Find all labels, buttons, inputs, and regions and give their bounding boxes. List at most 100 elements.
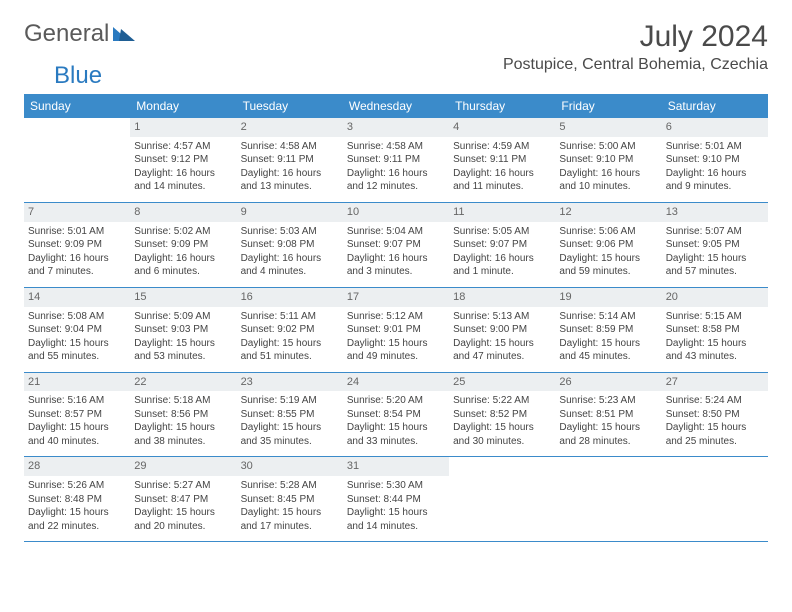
day-number: 13 xyxy=(662,203,768,222)
sunset-text: Sunset: 9:11 PM xyxy=(241,153,339,167)
daylight-text: and 38 minutes. xyxy=(134,435,232,449)
sunrise-text: Sunrise: 5:05 AM xyxy=(453,225,551,239)
daylight-text: and 40 minutes. xyxy=(28,435,126,449)
calendar-day-cell: 21 Sunrise: 5:16 AMSunset: 8:57 PMDayligh… xyxy=(24,372,130,457)
sunset-text: Sunset: 9:09 PM xyxy=(134,238,232,252)
day-number: 28 xyxy=(24,457,130,476)
sunset-text: Sunset: 9:06 PM xyxy=(559,238,657,252)
sunset-text: Sunset: 9:00 PM xyxy=(453,323,551,337)
daylight-text: and 13 minutes. xyxy=(241,180,339,194)
calendar-day-cell xyxy=(555,457,661,542)
sunrise-text: Sunrise: 5:01 AM xyxy=(28,225,126,239)
weekday-header: Monday xyxy=(130,94,236,118)
calendar-day-cell: 26Sunrise: 5:23 AMSunset: 8:51 PMDayligh… xyxy=(555,372,661,457)
weekday-header: Tuesday xyxy=(237,94,343,118)
sunrise-text: Sunrise: 5:19 AM xyxy=(241,394,339,408)
daylight-text: and 10 minutes. xyxy=(559,180,657,194)
daylight-text: and 47 minutes. xyxy=(453,350,551,364)
daylight-text: and 11 minutes. xyxy=(453,180,551,194)
day-number: 5 xyxy=(555,118,661,137)
daylight-text: Daylight: 15 hours xyxy=(28,421,126,435)
logo-triangle-icon xyxy=(113,25,135,46)
daylight-text: and 9 minutes. xyxy=(666,180,764,194)
sunset-text: Sunset: 9:09 PM xyxy=(28,238,126,252)
sunrise-text: Sunrise: 5:30 AM xyxy=(347,479,445,493)
day-number: 16 xyxy=(237,288,343,307)
daylight-text: Daylight: 15 hours xyxy=(559,252,657,266)
daylight-text: Daylight: 16 hours xyxy=(241,252,339,266)
daylight-text: and 59 minutes. xyxy=(559,265,657,279)
daylight-text: and 57 minutes. xyxy=(666,265,764,279)
day-number: 12 xyxy=(555,203,661,222)
day-number: 20 xyxy=(662,288,768,307)
sunset-text: Sunset: 9:02 PM xyxy=(241,323,339,337)
day-number: 17 xyxy=(343,288,449,307)
calendar-day-cell: 17Sunrise: 5:12 AMSunset: 9:01 PMDayligh… xyxy=(343,287,449,372)
sunset-text: Sunset: 8:57 PM xyxy=(28,408,126,422)
calendar-day-cell: 12Sunrise: 5:06 AMSunset: 9:06 PMDayligh… xyxy=(555,202,661,287)
day-number: 6 xyxy=(662,118,768,137)
calendar-day-cell xyxy=(662,457,768,542)
sunset-text: Sunset: 9:07 PM xyxy=(453,238,551,252)
daylight-text: Daylight: 15 hours xyxy=(241,421,339,435)
sunset-text: Sunset: 9:12 PM xyxy=(134,153,232,167)
daylight-text: Daylight: 16 hours xyxy=(453,252,551,266)
calendar-day-cell: 16Sunrise: 5:11 AMSunset: 9:02 PMDayligh… xyxy=(237,287,343,372)
daylight-text: and 14 minutes. xyxy=(347,520,445,534)
calendar-week-row: 28Sunrise: 5:26 AMSunset: 8:48 PMDayligh… xyxy=(24,457,768,542)
sunset-text: Sunset: 8:58 PM xyxy=(666,323,764,337)
weekday-header: Friday xyxy=(555,94,661,118)
daylight-text: and 7 minutes. xyxy=(28,265,126,279)
sunset-text: Sunset: 8:55 PM xyxy=(241,408,339,422)
daylight-text: Daylight: 15 hours xyxy=(241,337,339,351)
day-number: 21 xyxy=(24,373,130,392)
calendar-day-cell: 29Sunrise: 5:27 AMSunset: 8:47 PMDayligh… xyxy=(130,457,236,542)
calendar-day-cell: 9Sunrise: 5:03 AMSunset: 9:08 PMDaylight… xyxy=(237,202,343,287)
sunrise-text: Sunrise: 5:00 AM xyxy=(559,140,657,154)
calendar-day-cell: 2Sunrise: 4:58 AMSunset: 9:11 PMDaylight… xyxy=(237,118,343,202)
sunrise-text: Sunrise: 5:07 AM xyxy=(666,225,764,239)
day-number: 9 xyxy=(237,203,343,222)
daylight-text: Daylight: 15 hours xyxy=(559,337,657,351)
daylight-text: Daylight: 15 hours xyxy=(134,506,232,520)
calendar-day-cell xyxy=(449,457,555,542)
daylight-text: and 43 minutes. xyxy=(666,350,764,364)
daylight-text: and 4 minutes. xyxy=(241,265,339,279)
daylight-text: Daylight: 15 hours xyxy=(347,506,445,520)
day-number: 23 xyxy=(237,373,343,392)
logo: General xyxy=(24,20,137,48)
daylight-text: and 20 minutes. xyxy=(134,520,232,534)
daylight-text: and 3 minutes. xyxy=(347,265,445,279)
calendar-day-cell: 30Sunrise: 5:28 AMSunset: 8:45 PMDayligh… xyxy=(237,457,343,542)
sunrise-text: Sunrise: 4:59 AM xyxy=(453,140,551,154)
sunset-text: Sunset: 8:50 PM xyxy=(666,408,764,422)
sunrise-text: Sunrise: 4:57 AM xyxy=(134,140,232,154)
sunrise-text: Sunrise: 5:16 AM xyxy=(28,394,126,408)
calendar-day-cell: 27Sunrise: 5:24 AMSunset: 8:50 PMDayligh… xyxy=(662,372,768,457)
daylight-text: Daylight: 16 hours xyxy=(559,167,657,181)
sunrise-text: Sunrise: 5:28 AM xyxy=(241,479,339,493)
weekday-header: Thursday xyxy=(449,94,555,118)
sunset-text: Sunset: 9:10 PM xyxy=(666,153,764,167)
daylight-text: and 51 minutes. xyxy=(241,350,339,364)
calendar-day-cell: 3Sunrise: 4:58 AMSunset: 9:11 PMDaylight… xyxy=(343,118,449,202)
calendar-day-cell: 13Sunrise: 5:07 AMSunset: 9:05 PMDayligh… xyxy=(662,202,768,287)
day-number: 18 xyxy=(449,288,555,307)
daylight-text: and 30 minutes. xyxy=(453,435,551,449)
calendar-day-cell: 15Sunrise: 5:09 AMSunset: 9:03 PMDayligh… xyxy=(130,287,236,372)
sunset-text: Sunset: 9:05 PM xyxy=(666,238,764,252)
daylight-text: Daylight: 16 hours xyxy=(347,252,445,266)
sunrise-text: Sunrise: 5:12 AM xyxy=(347,310,445,324)
sunrise-text: Sunrise: 5:14 AM xyxy=(559,310,657,324)
daylight-text: and 33 minutes. xyxy=(347,435,445,449)
daylight-text: Daylight: 16 hours xyxy=(666,167,764,181)
daylight-text: Daylight: 15 hours xyxy=(347,421,445,435)
day-number: 15 xyxy=(130,288,236,307)
calendar-week-row: 7Sunrise: 5:01 AMSunset: 9:09 PMDaylight… xyxy=(24,202,768,287)
weekday-header-row: Sunday Monday Tuesday Wednesday Thursday… xyxy=(24,94,768,118)
day-number: 8 xyxy=(130,203,236,222)
daylight-text: Daylight: 16 hours xyxy=(28,252,126,266)
daylight-text: and 49 minutes. xyxy=(347,350,445,364)
day-number: 3 xyxy=(343,118,449,137)
calendar-day-cell: 18Sunrise: 5:13 AMSunset: 9:00 PMDayligh… xyxy=(449,287,555,372)
